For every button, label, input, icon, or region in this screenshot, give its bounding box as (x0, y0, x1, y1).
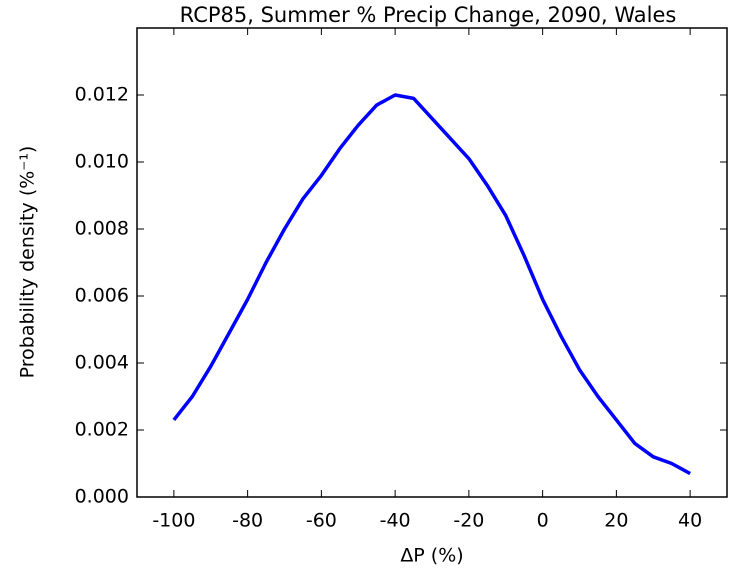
y-tick-label: 0.004 (75, 352, 129, 374)
x-tick-label: 20 (604, 510, 628, 532)
x-tick-label: -100 (152, 510, 195, 532)
plot-frame (136, 27, 728, 498)
x-tick-label: -40 (380, 510, 411, 532)
x-tick-label: -80 (232, 510, 263, 532)
x-tick-label: 40 (678, 510, 702, 532)
x-axis-label: ΔP (%) (400, 545, 463, 567)
y-tick-label: 0.010 (75, 151, 129, 173)
y-tick-label: 0.012 (75, 84, 129, 106)
x-tick-label: -20 (453, 510, 484, 532)
chart-title: RCP85, Summer % Precip Change, 2090, Wal… (180, 3, 677, 27)
x-tick-label: 0 (537, 510, 549, 532)
y-tick-label: 0.008 (75, 218, 129, 240)
y-tick-label: 0.002 (75, 419, 129, 441)
y-axis-label: Probability density (%⁻¹) (17, 146, 39, 379)
x-tick-label: -60 (306, 510, 337, 532)
y-tick-label: 0.006 (75, 285, 129, 307)
y-tick-label: 0.000 (75, 486, 129, 508)
line (172, 93, 691, 476)
